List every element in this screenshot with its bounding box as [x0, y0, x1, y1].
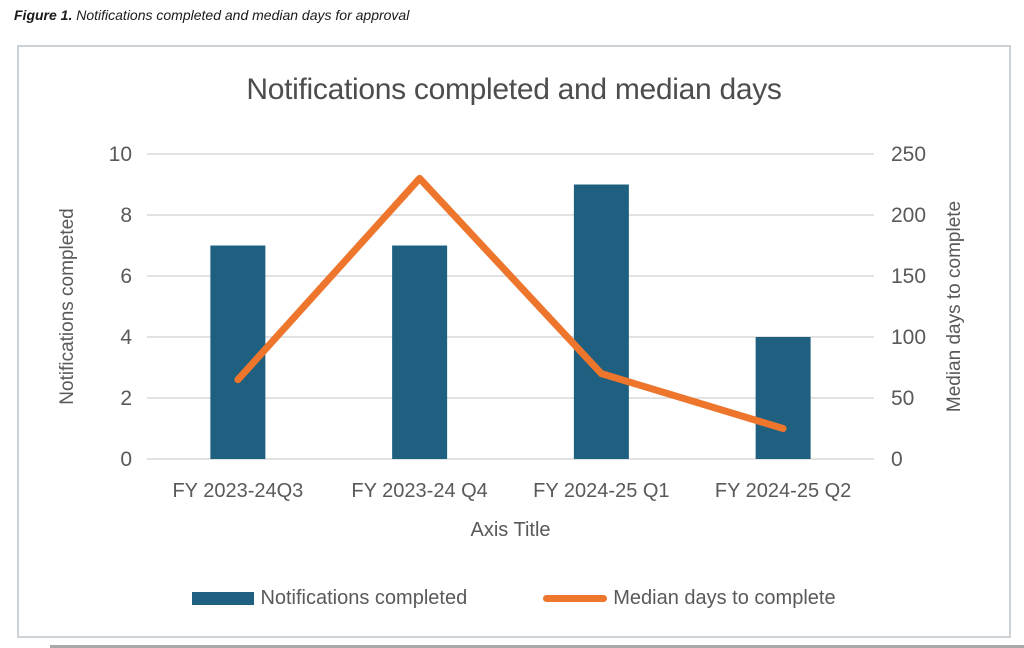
chart-legend: Notifications completed Median days to c…: [19, 587, 1009, 610]
figure-caption-text: Notifications completed and median days …: [72, 7, 410, 23]
figure-caption-number: Figure 1.: [14, 7, 73, 23]
left-axis-tick-label: 0: [120, 448, 132, 471]
x-axis-tick-label: FY 2023-24 Q4: [351, 480, 487, 502]
x-axis-tick-label: FY 2024-25 Q1: [533, 480, 669, 502]
bar-FY 2024-25 Q1: [573, 184, 629, 459]
bar-FY 2023-24 Q4: [392, 245, 448, 459]
x-axis-tick-label: FY 2023-24Q3: [172, 480, 303, 502]
left-axis-tick-label: 2: [120, 387, 132, 410]
x-axis-tick-label: FY 2024-25 Q2: [715, 480, 851, 502]
right-axis-tick-label: 50: [891, 387, 914, 410]
bar-FY 2023-24Q3: [210, 245, 266, 459]
legend-label: Notifications completed: [260, 587, 468, 609]
median-days-line: [234, 174, 787, 432]
right-axis-tick-label: 100: [891, 326, 926, 349]
legend-item-median-days: Median days to complete: [543, 587, 836, 610]
right-axis-tick-label: 150: [891, 265, 926, 288]
x-axis-title: Axis Title: [470, 519, 550, 541]
left-axis-tick-label: 4: [120, 326, 132, 349]
left-axis-tick-label: 8: [120, 204, 132, 227]
figure-caption: Figure 1. Notifications completed and me…: [14, 7, 409, 23]
right-axis-tick-label: 200: [891, 204, 926, 227]
right-axis-tick-label: 250: [891, 143, 926, 166]
bar-series-swatch: [192, 592, 255, 605]
legend-item-notifications: Notifications completed: [192, 587, 467, 610]
bar-FY 2024-25 Q2: [755, 337, 811, 459]
legend-label: Median days to complete: [613, 587, 836, 609]
left-axis-title: Notifications completed: [57, 208, 78, 404]
left-axis-tick-label: 10: [109, 143, 132, 166]
page-divider: [50, 645, 1024, 648]
chart-title: Notifications completed and median days: [246, 73, 782, 106]
right-axis-tick-label: 0: [891, 448, 903, 471]
line-series-swatch: [543, 595, 608, 602]
right-axis-title: Median days to complete: [944, 201, 965, 412]
chart-container: Notifications completed and median days …: [17, 45, 1011, 638]
left-axis-tick-label: 6: [120, 265, 132, 288]
